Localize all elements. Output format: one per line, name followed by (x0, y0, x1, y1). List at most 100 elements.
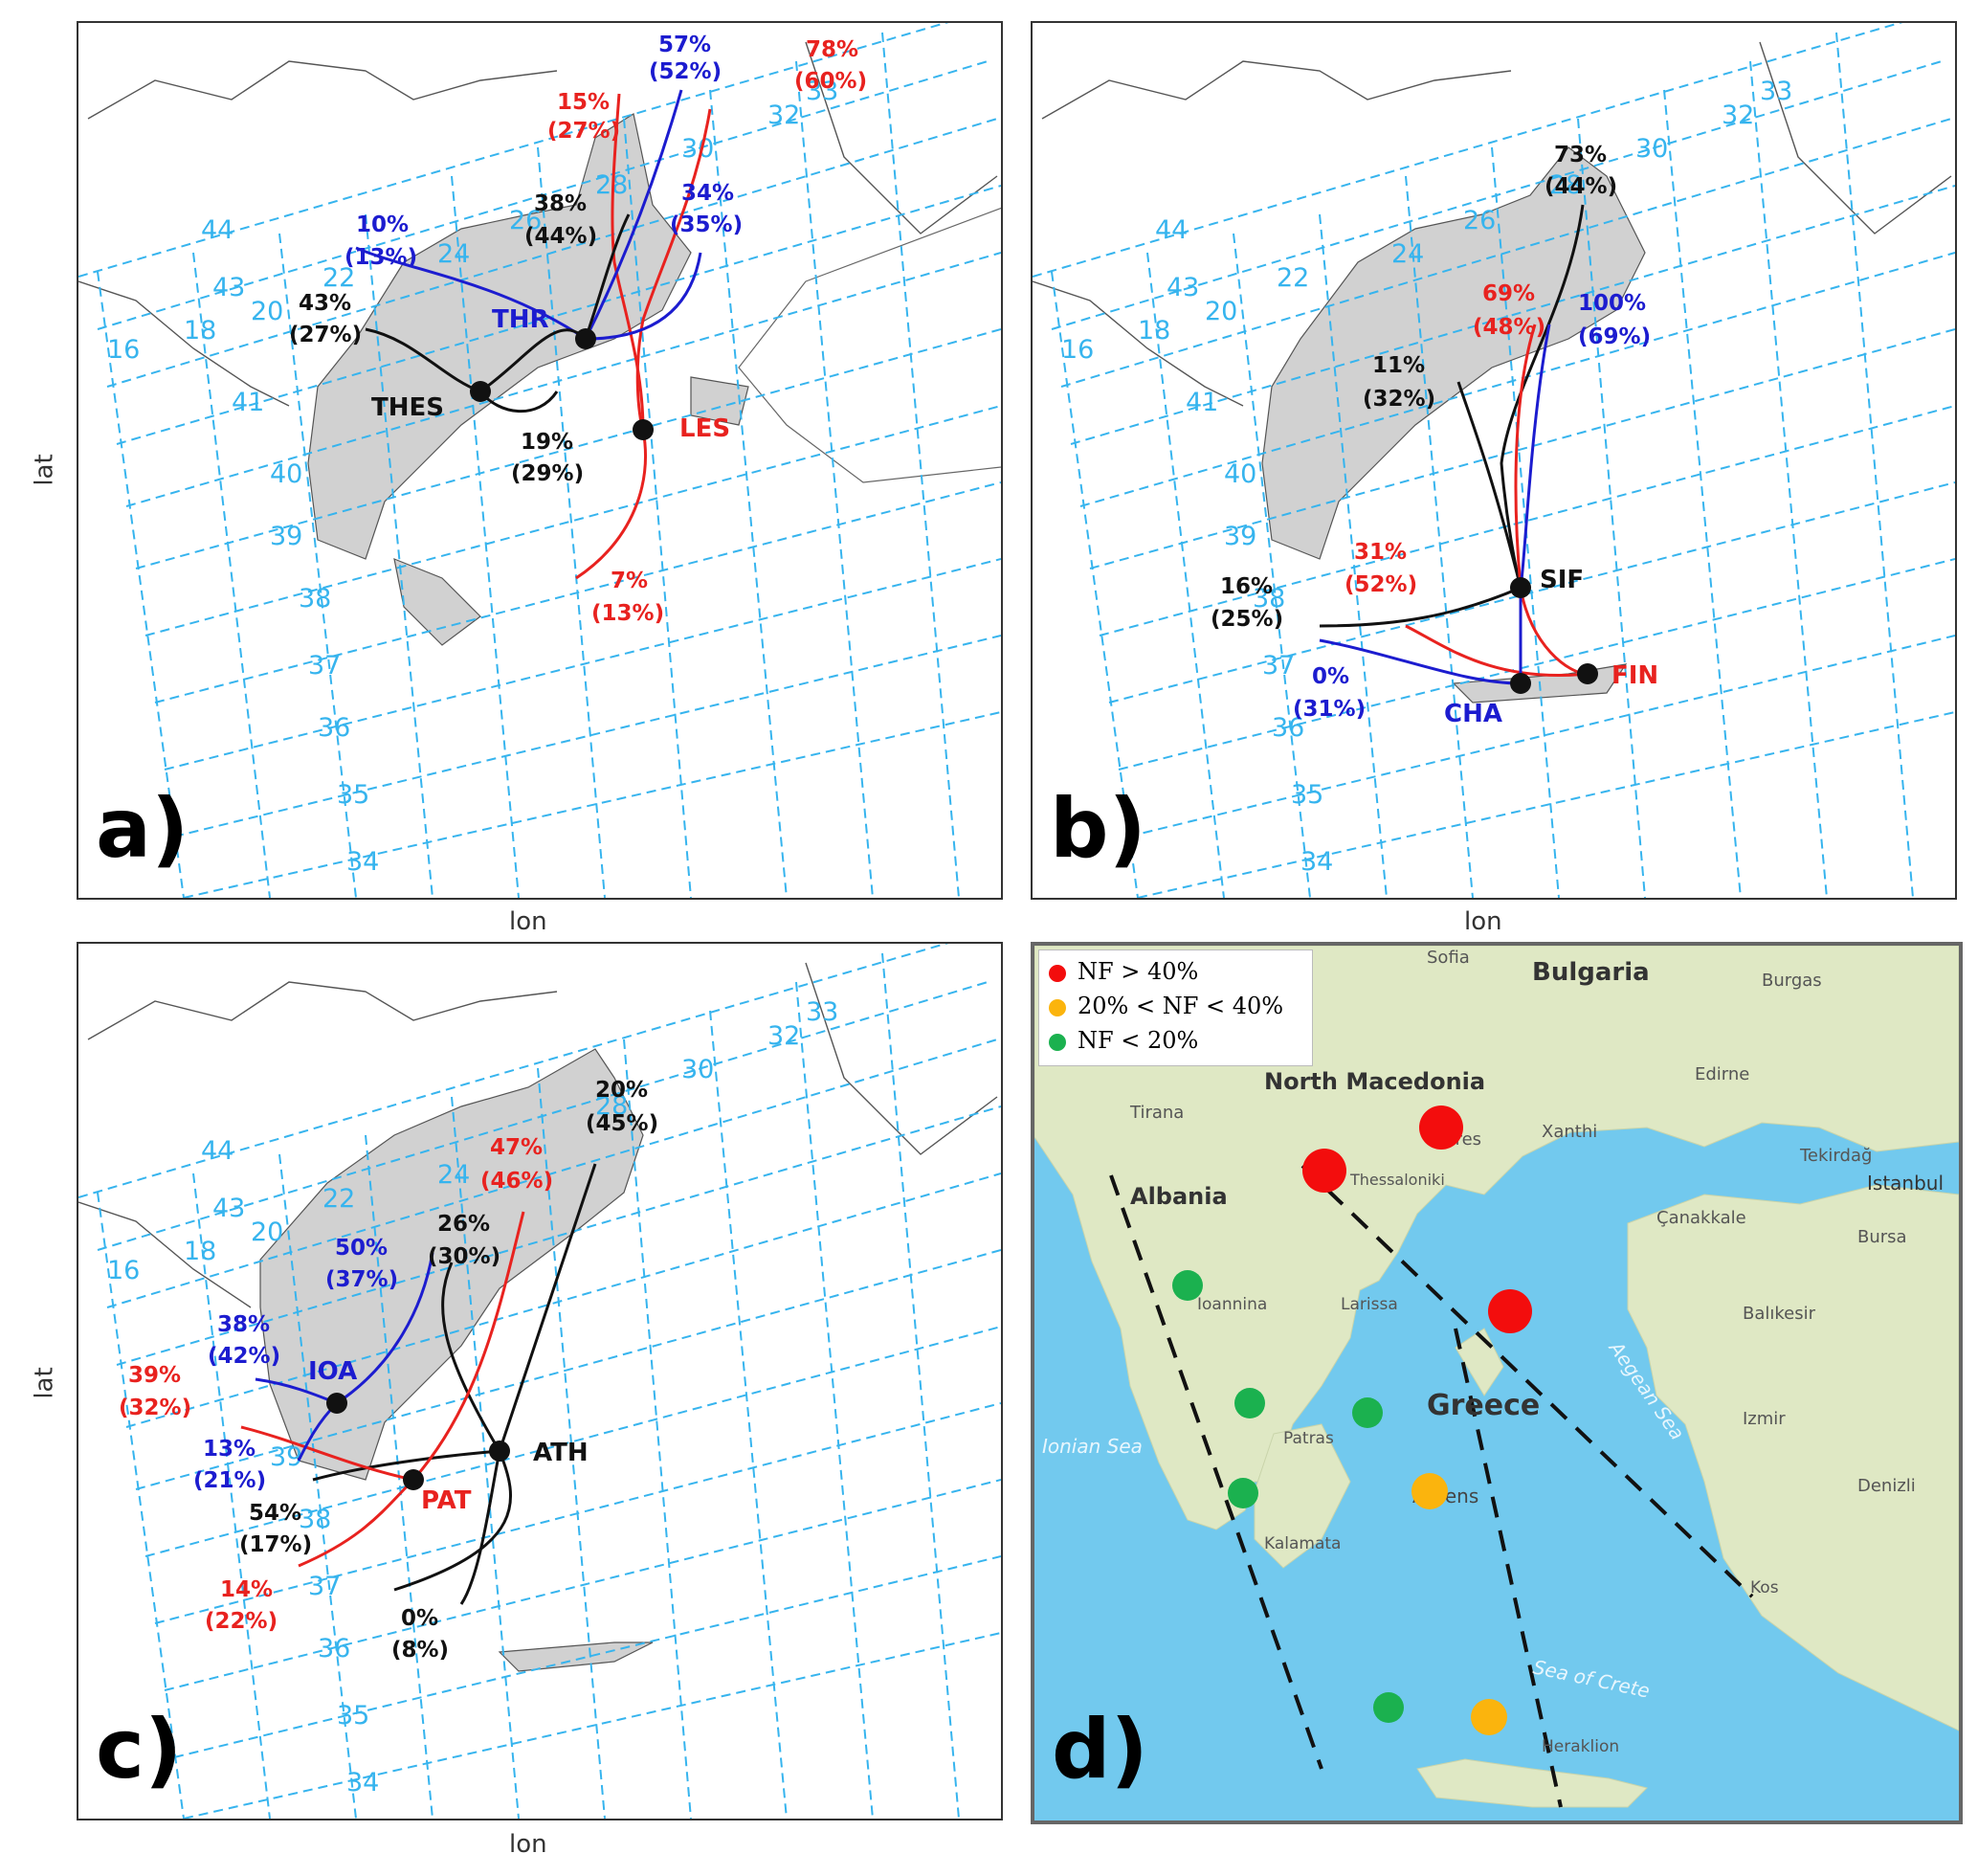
station-label: ATH (533, 1439, 589, 1467)
city-label: Heraklion (1542, 1737, 1619, 1756)
station-label: THES (371, 393, 444, 422)
percent-label: (48%) (1473, 315, 1545, 340)
grid-label-lon: 22 (322, 263, 355, 293)
station-marker (1510, 673, 1531, 694)
grid-label-lat: 38 (1253, 584, 1285, 614)
country-borders (78, 962, 998, 1308)
country-label: North Macedonia (1264, 1068, 1485, 1095)
grid-label-lat: 35 (1291, 780, 1323, 810)
percent-label: (27%) (289, 323, 362, 347)
marker-kalamata (1228, 1478, 1258, 1508)
grid-label-lon: 18 (1138, 316, 1170, 346)
city-label: Xanthi (1542, 1122, 1597, 1142)
city-label: Denizli (1857, 1476, 1916, 1496)
grid-label-lat: 36 (318, 713, 350, 743)
percent-label: (32%) (119, 1396, 191, 1420)
percent-label: (8%) (391, 1638, 449, 1663)
grid-label-lon: 30 (681, 134, 714, 164)
percent-label: (17%) (239, 1532, 312, 1557)
grid-label-lat: 44 (201, 215, 233, 245)
percent-label: 0% (401, 1606, 438, 1631)
grid-label-lon: 22 (1277, 263, 1309, 293)
grid-label-lat: 40 (1224, 459, 1256, 489)
percent-label: 50% (335, 1236, 388, 1261)
percent-label: (30%) (428, 1244, 500, 1269)
stations-a: THES THR LES (371, 305, 730, 443)
city-label: Bursa (1857, 1227, 1907, 1247)
grid-label-lat: 39 (270, 1442, 302, 1472)
city-label: Edirne (1695, 1064, 1749, 1084)
panel-b-trajectory-map: 44 43 41 40 39 38 37 36 35 34 16 18 20 2… (1031, 21, 1957, 900)
percent-label: (69%) (1578, 324, 1651, 349)
grid-label-lon: 24 (1391, 239, 1424, 269)
grid-label-lat: 34 (346, 1768, 379, 1798)
grid-label-lon: 28 (595, 1091, 628, 1121)
station-label: PAT (421, 1486, 472, 1515)
percent-label: 13% (203, 1437, 256, 1462)
grid-label-lon: 33 (806, 997, 838, 1027)
green-dot-icon (1049, 1033, 1066, 1051)
percent-label: 15% (557, 90, 610, 115)
station-label: FIN (1611, 661, 1658, 690)
percent-label: 38% (534, 191, 587, 216)
panel-label-a: a) (96, 781, 189, 877)
grid-label-lon: 32 (1722, 100, 1754, 130)
grid-label-lon: 20 (1205, 297, 1237, 326)
city-label: Kalamata (1264, 1534, 1341, 1553)
percent-label: (27%) (547, 119, 620, 144)
grid-label-lat: 38 (299, 584, 331, 614)
percent-label: 78% (806, 37, 858, 62)
percent-label: 38% (217, 1312, 270, 1337)
percent-label: 19% (521, 430, 573, 455)
panel-a-trajectory-map: 44 43 41 40 39 38 37 36 35 34 16 18 20 2… (77, 21, 1003, 900)
percent-label: (46%) (480, 1169, 553, 1194)
grid-label-lon: 30 (1635, 134, 1668, 164)
percent-label: (31%) (1293, 697, 1366, 722)
percent-label: 57% (658, 33, 711, 57)
grid-label-lon: 32 (767, 1021, 800, 1051)
grid-label-lat: 40 (270, 459, 302, 489)
percent-label: (52%) (649, 59, 722, 84)
city-label: Ioannina (1197, 1295, 1267, 1314)
percent-label: (35%) (670, 212, 743, 237)
grid-label-lon: 18 (184, 1237, 216, 1266)
country-label: Bulgaria (1532, 958, 1650, 987)
legend-item-low: NF < 20% (1049, 1027, 1198, 1054)
grid-label-lon: 20 (251, 1217, 283, 1247)
percent-label: 54% (249, 1501, 301, 1526)
percent-label: 73% (1554, 143, 1607, 168)
y-axis-label-a: lat (30, 454, 59, 486)
grid-label-lat: 37 (308, 651, 341, 681)
land-greece-region (307, 113, 1001, 646)
city-label: Burgas (1762, 971, 1822, 991)
marker-sifnos (1411, 1473, 1448, 1509)
percent-label: 26% (437, 1212, 490, 1237)
trajectories-c (240, 1163, 597, 1605)
grid-label-lat: 34 (346, 847, 379, 877)
station-marker (1577, 663, 1598, 684)
city-label: Thessaloniki (1349, 1171, 1445, 1189)
sea-label: Ionian Sea (1042, 1435, 1143, 1458)
panel-a-svg: 44 43 41 40 39 38 37 36 35 34 16 18 20 2… (78, 23, 1001, 898)
percent-label: 31% (1354, 540, 1407, 565)
panel-label-b: b) (1050, 781, 1146, 877)
lat-lon-grid (78, 944, 1001, 1819)
grid-label-lat: 35 (337, 1701, 369, 1731)
percent-label: (37%) (325, 1267, 398, 1292)
grid-label-lon: 16 (107, 335, 140, 365)
marker-chania (1373, 1692, 1404, 1723)
land-balkans (1034, 946, 1959, 1808)
grid-label-lat: 39 (270, 522, 302, 551)
percent-label: 100% (1578, 291, 1646, 316)
legend-label: NF > 40% (1078, 958, 1199, 985)
station-label: CHA (1444, 700, 1502, 728)
station-marker (1510, 577, 1531, 598)
grid-label-lon: 30 (681, 1055, 714, 1084)
percent-labels-c: 20% (45%) 47% (46%) 26% (30%) 50% (37%) … (119, 1078, 658, 1663)
grid-label-lon: 22 (322, 1184, 355, 1214)
orange-dot-icon (1049, 998, 1066, 1016)
grid-label-lon: 28 (1549, 170, 1582, 200)
grid-label-lat: 41 (232, 388, 264, 417)
legend-item-high: NF > 40% (1049, 958, 1198, 985)
lat-lon-grid (1033, 23, 1955, 898)
